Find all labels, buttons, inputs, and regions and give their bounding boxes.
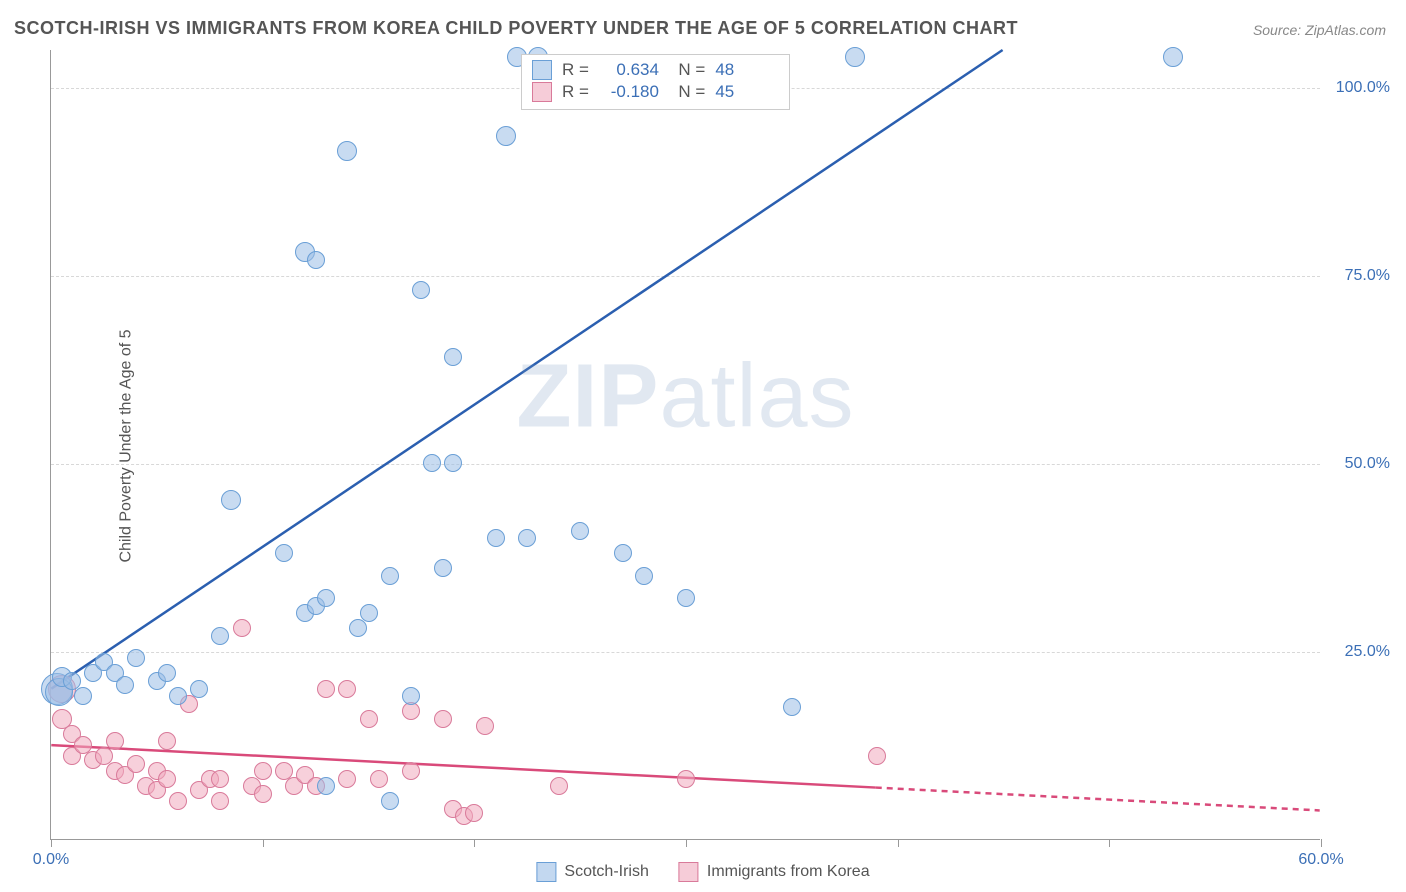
scatter-point-scotch-irish (317, 589, 335, 607)
series-legend: Scotch-Irish Immigrants from Korea (536, 862, 869, 882)
scatter-point-scotch-irish (487, 529, 505, 547)
scatter-point-scotch-irish (845, 47, 865, 67)
source-attribution: Source: ZipAtlas.com (1253, 22, 1386, 38)
scatter-point-scotch-irish (444, 454, 462, 472)
r-value: 0.634 (599, 60, 659, 80)
scatter-point-scotch-irish (381, 567, 399, 585)
n-label: N = (669, 82, 705, 102)
scatter-point-scotch-irish (307, 251, 325, 269)
scatter-point-scotch-irish (412, 281, 430, 299)
scatter-point-scotch-irish (783, 698, 801, 716)
scatter-point-korea (106, 732, 124, 750)
scatter-point-scotch-irish (275, 544, 293, 562)
scatter-point-scotch-irish (614, 544, 632, 562)
scatter-point-scotch-irish (434, 559, 452, 577)
x-tick (474, 839, 475, 847)
scatter-point-korea (158, 770, 176, 788)
x-tick-label: 60.0% (1298, 851, 1343, 869)
n-label: N = (669, 60, 705, 80)
scatter-point-scotch-irish (74, 687, 92, 705)
gridline-h (51, 652, 1320, 653)
legend-swatch-pink (679, 862, 699, 882)
scatter-point-scotch-irish (571, 522, 589, 540)
scatter-point-scotch-irish (518, 529, 536, 547)
scatter-point-korea (127, 755, 145, 773)
legend-label: Immigrants from Korea (707, 863, 870, 881)
scatter-point-korea (338, 680, 356, 698)
scatter-point-korea (254, 762, 272, 780)
stats-legend: R = 0.634 N = 48 R = -0.180 N = 45 (521, 54, 790, 110)
r-value: -0.180 (599, 82, 659, 102)
scatter-point-scotch-irish (211, 627, 229, 645)
stats-legend-row: R = -0.180 N = 45 (532, 81, 775, 103)
scatter-point-scotch-irish (402, 687, 420, 705)
legend-label: Scotch-Irish (564, 863, 648, 881)
scatter-point-korea (233, 619, 251, 637)
x-tick (1109, 839, 1110, 847)
scatter-point-korea (254, 785, 272, 803)
gridline-h (51, 276, 1320, 277)
scatter-point-scotch-irish (423, 454, 441, 472)
scatter-point-korea (868, 747, 886, 765)
scatter-point-korea (465, 804, 483, 822)
r-label: R = (562, 60, 589, 80)
y-tick-label: 50.0% (1345, 455, 1390, 473)
y-tick-label: 75.0% (1345, 267, 1390, 285)
n-value: 45 (715, 82, 775, 102)
x-tick (898, 839, 899, 847)
x-tick (686, 839, 687, 847)
scatter-point-korea (360, 710, 378, 728)
scatter-point-korea (476, 717, 494, 735)
r-label: R = (562, 82, 589, 102)
scatter-point-korea (402, 762, 420, 780)
scatter-point-korea (211, 770, 229, 788)
scatter-point-scotch-irish (677, 589, 695, 607)
scatter-point-scotch-irish (221, 490, 241, 510)
scatter-point-scotch-irish (444, 348, 462, 366)
scatter-point-scotch-irish (337, 141, 357, 161)
x-tick (263, 839, 264, 847)
scatter-point-scotch-irish (158, 664, 176, 682)
scatter-point-korea (550, 777, 568, 795)
scatter-point-scotch-irish (116, 676, 134, 694)
scatter-point-korea (370, 770, 388, 788)
y-tick-label: 100.0% (1336, 79, 1390, 97)
scatter-point-korea (677, 770, 695, 788)
trendlines-svg (51, 50, 1320, 839)
scatter-point-scotch-irish (169, 687, 187, 705)
x-tick (1321, 839, 1322, 847)
legend-swatch-pink (532, 82, 552, 102)
x-tick-label: 0.0% (33, 851, 69, 869)
legend-item-blue: Scotch-Irish (536, 862, 648, 882)
n-value: 48 (715, 60, 775, 80)
legend-item-pink: Immigrants from Korea (679, 862, 870, 882)
scatter-point-scotch-irish (127, 649, 145, 667)
scatter-point-korea (169, 792, 187, 810)
scatter-point-scotch-irish (1163, 47, 1183, 67)
scatter-point-korea (434, 710, 452, 728)
scatter-point-scotch-irish (190, 680, 208, 698)
scatter-point-korea (317, 680, 335, 698)
scatter-point-scotch-irish (360, 604, 378, 622)
scatter-point-scotch-irish (349, 619, 367, 637)
x-tick (51, 839, 52, 847)
scatter-point-korea (158, 732, 176, 750)
chart-title: SCOTCH-IRISH VS IMMIGRANTS FROM KOREA CH… (14, 18, 1018, 39)
scatter-point-scotch-irish (317, 777, 335, 795)
stats-legend-row: R = 0.634 N = 48 (532, 59, 775, 81)
y-tick-label: 25.0% (1345, 643, 1390, 661)
plot-area: 25.0%50.0%75.0%100.0%0.0%60.0% ZIPatlas … (50, 50, 1320, 840)
scatter-point-scotch-irish (635, 567, 653, 585)
scatter-point-scotch-irish (496, 126, 516, 146)
scatter-point-korea (211, 792, 229, 810)
legend-swatch-blue (532, 60, 552, 80)
gridline-h (51, 464, 1320, 465)
legend-swatch-blue (536, 862, 556, 882)
watermark: ZIPatlas (516, 346, 854, 449)
scatter-point-scotch-irish (381, 792, 399, 810)
scatter-point-korea (338, 770, 356, 788)
